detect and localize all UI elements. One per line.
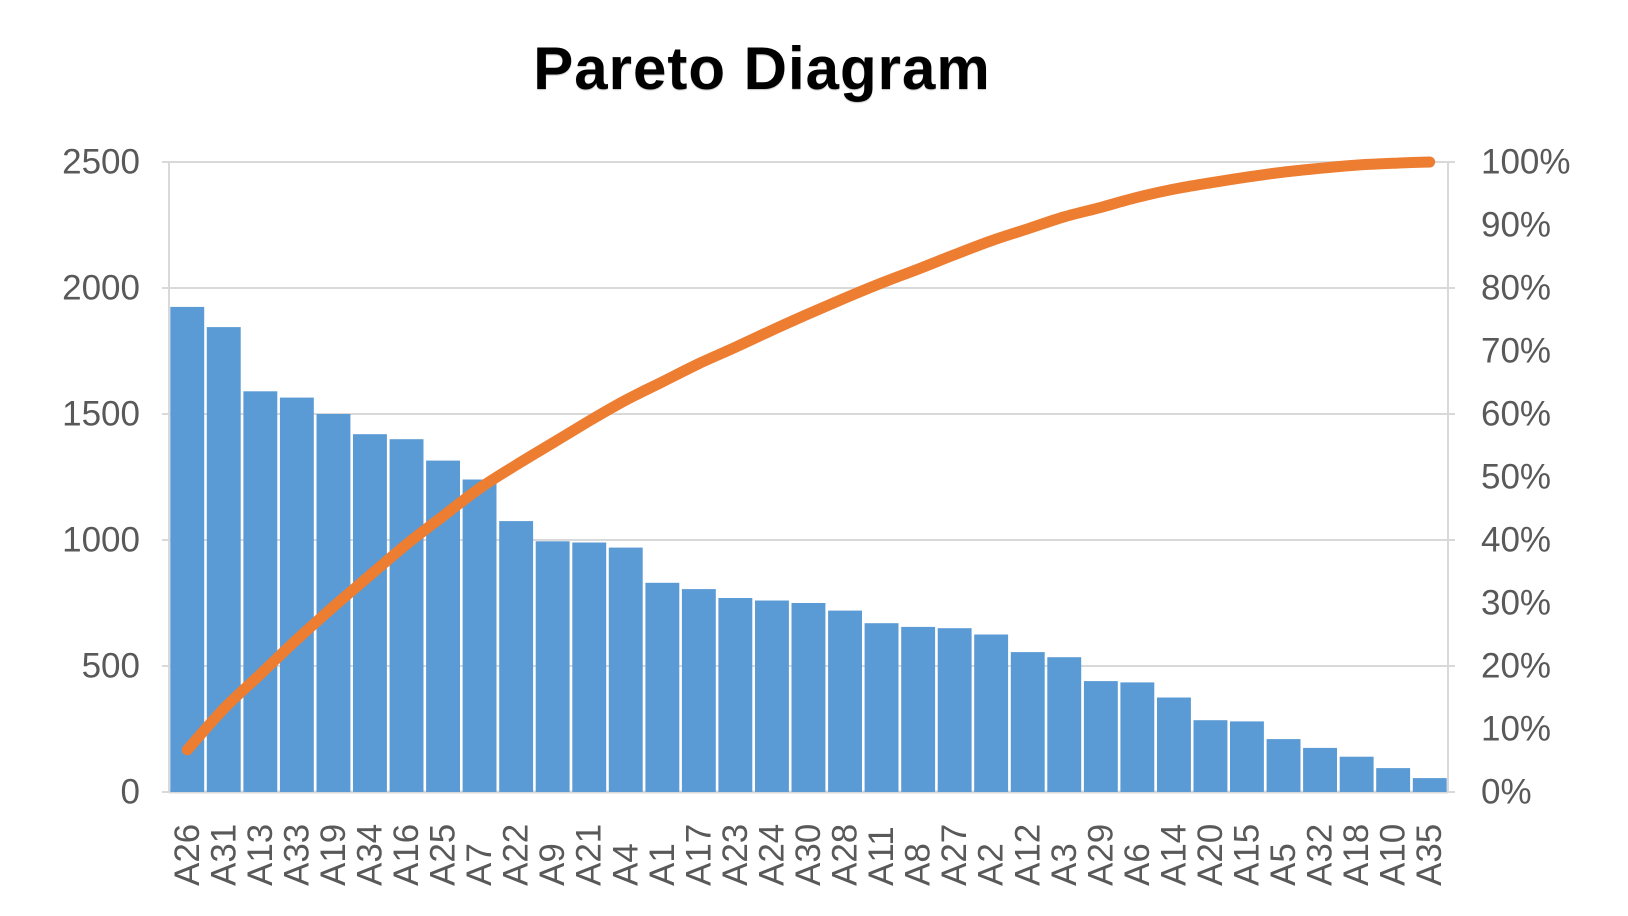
bar-A33 [279,397,314,792]
bar-A32 [1303,747,1337,792]
x-axis-label: A2 [972,843,1011,886]
right-axis-label: 90% [1481,206,1551,245]
x-axis-label: A1 [643,843,682,886]
x-axis-label: A9 [533,843,572,886]
bar-A28 [828,610,862,792]
x-axis-label: A28 [826,824,865,886]
bar-A23 [718,598,753,792]
bar-A5 [1266,739,1301,792]
x-axis-label: A27 [935,824,974,886]
right-axis-label: 70% [1481,332,1551,371]
bar-A22 [499,521,534,792]
bar-A10 [1376,768,1411,792]
right-axis-label: 20% [1481,647,1551,686]
right-axis-label: 30% [1481,584,1551,623]
x-axis-label: A15 [1228,824,1267,886]
right-axis-label: 0% [1481,773,1532,812]
x-axis-label: A31 [204,824,243,886]
bar-A6 [1120,682,1155,792]
bar-A14 [1157,697,1191,792]
x-axis-label: A12 [1008,824,1047,886]
bar-A20 [1193,720,1228,792]
right-axis-label: 60% [1481,395,1551,434]
x-axis-label: A3 [1045,843,1084,886]
bar-A26 [170,306,205,792]
x-axis-label: A26 [168,824,207,886]
right-axis-label: 50% [1481,458,1551,497]
cumulative-line [181,156,1436,756]
bar-A9 [535,541,570,792]
right-axis-label: 10% [1481,710,1551,749]
bar-A1 [645,582,680,792]
right-axis-label: 80% [1481,269,1551,308]
bar-A34 [353,434,387,792]
right-axis-label: 100% [1481,143,1571,182]
bar-A24 [755,600,789,792]
x-axis-label: A5 [1264,843,1303,886]
x-axis-label: A10 [1374,824,1413,886]
bar-A2 [974,634,1009,792]
chart-title: Pareto Diagram [533,35,991,102]
x-axis-label: A6 [1118,843,1157,886]
x-axis-label: A23 [716,824,755,886]
x-axis-label: A35 [1410,824,1449,886]
left-axis-label: 1500 [62,395,140,434]
x-axis-label: A16 [387,824,426,886]
bar-A7 [462,479,497,792]
bar-A15 [1230,721,1264,792]
x-axis-label: A19 [314,824,353,886]
left-axis-label: 2500 [62,143,140,182]
x-axis-label: A21 [570,824,609,886]
bar-A17 [681,589,716,792]
left-axis-label: 500 [82,647,140,686]
bar-A18 [1339,756,1374,792]
x-axis-label: A29 [1081,824,1120,886]
bar-A11 [864,623,899,792]
bar-A8 [901,626,936,792]
x-axis-label: A18 [1337,824,1376,886]
x-axis-label: A17 [679,824,718,886]
x-axis-label: A24 [752,824,791,886]
x-axis-label: A22 [497,824,536,886]
bar-A4 [608,547,643,792]
left-axis-label: 0 [121,773,140,812]
left-axis-label: 1000 [62,521,140,560]
bar-A27 [937,628,972,792]
x-axis-label: A7 [460,843,499,886]
x-axis-label: A11 [862,826,901,886]
x-axis-label: A13 [241,824,280,886]
left-axis-label: 2000 [62,269,140,308]
bar-A29 [1083,681,1118,792]
bar-A16 [389,439,424,792]
right-axis-label: 40% [1481,521,1551,560]
x-axis-label: A32 [1301,824,1340,886]
x-axis-label: A34 [350,824,389,886]
x-axis-label: A20 [1191,824,1230,886]
bar-A30 [791,603,826,792]
bar-A3 [1047,657,1082,792]
x-axis-label: A14 [1154,824,1193,886]
bar-A21 [572,542,607,792]
bar-A35 [1412,778,1447,792]
x-axis-label: A25 [424,824,463,886]
bar-A12 [1010,652,1045,792]
x-axis-label: A30 [789,824,828,886]
x-axis-label: A8 [899,843,938,886]
x-axis-label: A33 [277,824,316,886]
x-axis-label: A4 [606,843,645,886]
bar-A13 [243,391,278,792]
